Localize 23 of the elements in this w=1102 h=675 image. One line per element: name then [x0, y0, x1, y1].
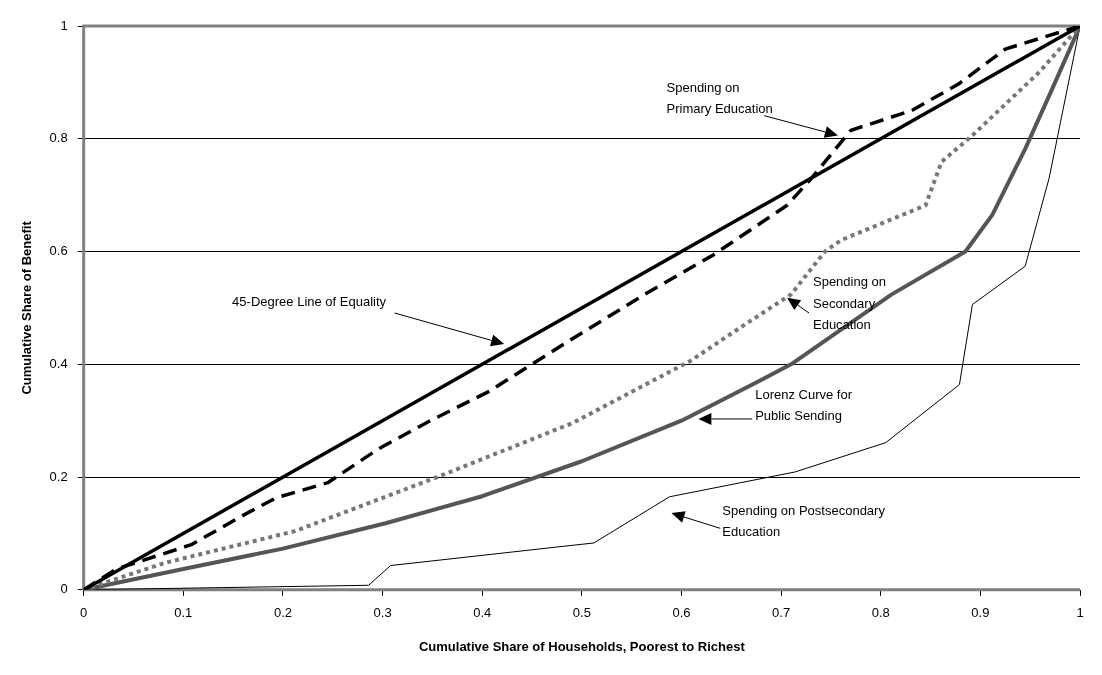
y-tick-label: 0.8: [49, 130, 68, 146]
y-tick-label: 0.6: [49, 243, 68, 259]
y-tick-label: 1: [60, 17, 68, 33]
x-axis-title: Cumulative Share of Households, Poorest to Richest: [418, 638, 746, 654]
x-tick-label: 1: [1076, 605, 1084, 621]
x-tick-label: 0.5: [572, 605, 591, 621]
x-tick-label: 0.1: [174, 605, 193, 621]
x-tick-label: 0.7: [772, 605, 791, 621]
x-tick-label: 0.6: [672, 605, 691, 621]
annotation: 45-Degree Line of Equality: [232, 294, 387, 310]
y-axis-title: Cumulative Share of Benefit: [19, 220, 35, 395]
y-tick-label: 0.2: [49, 468, 68, 484]
x-tick-label: 0.2: [273, 605, 292, 621]
annotation: Spending on Primary Education: [666, 79, 773, 117]
x-tick-label: 0.8: [871, 605, 890, 621]
y-tick-label: 0: [60, 581, 68, 597]
annotation: Lorenz Curve for Public Sending: [755, 386, 853, 424]
annotation: Spending on Postsecondary Education: [722, 503, 886, 540]
x-tick-label: 0: [80, 605, 88, 621]
x-tick-label: 0.3: [373, 605, 392, 621]
y-tick-label: 0.4: [49, 355, 68, 371]
x-tick-label: 0.9: [971, 605, 990, 621]
x-tick-label: 0.4: [473, 605, 492, 621]
